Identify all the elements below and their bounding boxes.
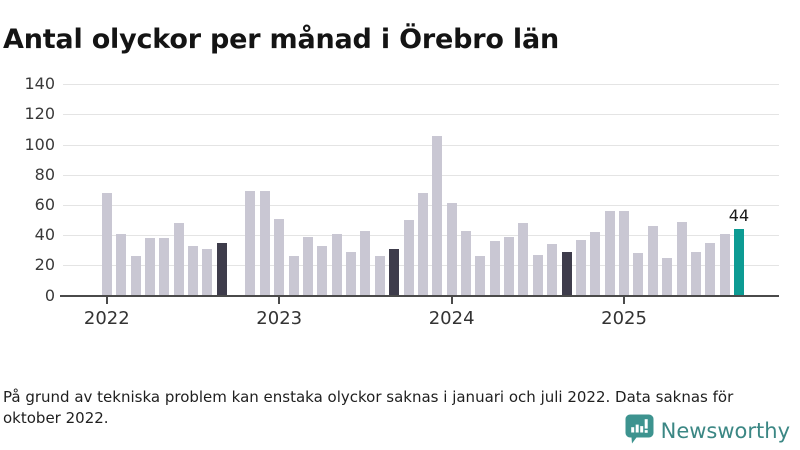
bar-2024-10 bbox=[575, 239, 586, 296]
bar-2023-09 bbox=[389, 248, 400, 296]
bar-2024-09 bbox=[561, 251, 572, 296]
bar-2025-01 bbox=[619, 210, 630, 296]
bar-2025-04 bbox=[662, 257, 673, 296]
bar-2023-04 bbox=[317, 245, 328, 296]
bar-2022-05 bbox=[159, 238, 170, 296]
chart-footnote: På grund av tekniska problem kan enstaka… bbox=[3, 388, 734, 427]
accidents-per-month-bar-chart: 0 20 40 60 80 100 120 140 2022 2023 2024 2025 44 bbox=[24, 74, 779, 329]
bar-2023-02 bbox=[288, 256, 299, 296]
x-axis-tick-2022 bbox=[105, 296, 108, 304]
bar-2025-09 bbox=[733, 229, 744, 296]
bar-2024-01 bbox=[446, 203, 457, 296]
bar-2023-10 bbox=[403, 220, 414, 296]
bar-2022-12 bbox=[259, 191, 270, 296]
gridline-y-140 bbox=[63, 84, 779, 86]
newsworthy-speech-bubble-bar-chart-icon bbox=[625, 414, 654, 449]
bar-2023-06 bbox=[346, 251, 357, 296]
gridline-y-100 bbox=[63, 144, 779, 146]
bar-2024-05 bbox=[504, 236, 515, 296]
gridline-y-80 bbox=[63, 174, 779, 176]
bar-2022-03 bbox=[130, 256, 141, 296]
bar-2022-11 bbox=[245, 191, 256, 296]
bar-2025-05 bbox=[676, 221, 687, 296]
x-axis-line bbox=[60, 294, 779, 297]
bar-2022-09 bbox=[216, 242, 227, 296]
bar-2024-07 bbox=[532, 254, 543, 296]
y-axis-tick-label-20: 20 bbox=[34, 255, 55, 275]
bar-2024-04 bbox=[489, 241, 500, 296]
page-title: Antal olyckor per månad i Örebro län bbox=[3, 24, 560, 56]
y-axis-tick-label-80: 80 bbox=[34, 164, 55, 184]
bar-2024-08 bbox=[547, 244, 558, 296]
bar-2025-06 bbox=[690, 251, 701, 296]
bar-2023-03 bbox=[302, 236, 313, 296]
x-axis-tick-2024 bbox=[450, 296, 453, 304]
bar-2024-03 bbox=[475, 256, 486, 296]
y-axis-tick-label-120: 120 bbox=[24, 104, 55, 124]
bar-2023-11 bbox=[417, 192, 428, 296]
y-axis-tick-label-100: 100 bbox=[24, 134, 55, 154]
y-axis-tick-label-140: 140 bbox=[24, 74, 55, 94]
x-axis-tick-label-2025: 2025 bbox=[601, 307, 647, 329]
bar-2022-07 bbox=[188, 245, 198, 296]
bar-2025-08 bbox=[719, 233, 730, 296]
newsworthy-logo-text: Newsworthy bbox=[660, 419, 790, 443]
bar-2022-06 bbox=[173, 223, 184, 296]
bar-2024-06 bbox=[518, 223, 529, 296]
y-axis-tick-label-40: 40 bbox=[34, 225, 55, 245]
x-axis-tick-label-2024: 2024 bbox=[428, 307, 475, 329]
bar-2023-07 bbox=[360, 230, 371, 296]
bar-2025-03 bbox=[647, 226, 658, 296]
bar-2022-04 bbox=[144, 238, 155, 296]
bar-2025-02 bbox=[633, 253, 644, 296]
bar-2023-05 bbox=[331, 233, 342, 296]
bar-2025-07 bbox=[705, 242, 716, 296]
bar-2024-11 bbox=[590, 232, 601, 296]
latest-value-label: 44 bbox=[718, 207, 759, 225]
bar-2022-08 bbox=[202, 248, 213, 296]
y-axis-tick-label-60: 60 bbox=[34, 194, 55, 214]
gridline-y-120 bbox=[63, 114, 779, 116]
bar-2024-02 bbox=[461, 230, 471, 296]
x-axis-tick-label-2022: 2022 bbox=[83, 307, 130, 329]
bar-2024-12 bbox=[604, 210, 615, 296]
bar-2023-08 bbox=[374, 256, 385, 296]
bar-2022-02 bbox=[116, 233, 127, 296]
bar-2022-01 bbox=[101, 192, 112, 296]
bar-2023-01 bbox=[274, 218, 285, 296]
newsworthy-logo: Newsworthy bbox=[625, 414, 790, 449]
bar-2023-12 bbox=[432, 135, 443, 296]
x-axis-tick-label-2023: 2023 bbox=[256, 307, 303, 329]
x-axis-tick-2023 bbox=[278, 296, 281, 304]
x-axis-tick-2025 bbox=[623, 296, 626, 304]
y-axis-tick-label-0: 0 bbox=[44, 285, 55, 305]
